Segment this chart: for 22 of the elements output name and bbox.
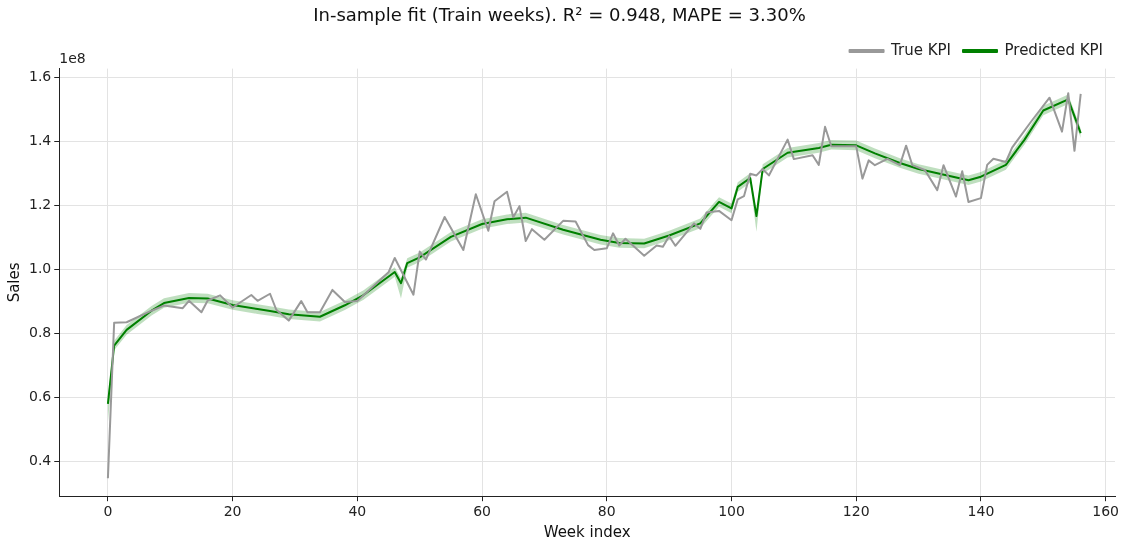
x-tick-label: 120 — [842, 503, 870, 520]
x-tick-label: 80 — [597, 503, 616, 520]
x-tick-label: 60 — [473, 503, 491, 520]
text: 1e8 — [59, 50, 86, 67]
x-tick-label: 140 — [967, 503, 995, 520]
y-tick-label: 1.6 — [29, 67, 52, 84]
y-tick-label: 0.8 — [29, 323, 52, 340]
x-tick-label: 100 — [718, 503, 745, 520]
x-tick-label: 160 — [1092, 503, 1120, 520]
x-tick-label: 0 — [103, 503, 113, 520]
x-tick-label: 40 — [348, 503, 367, 520]
legend-label: Predicted KPI — [1004, 40, 1104, 59]
chart-title: In-sample fit (Train weeks). R² = 0.948, MAPE = 3.30% — [313, 4, 806, 26]
y-tick-label: 0.4 — [29, 451, 52, 468]
x-tick-label: 20 — [223, 503, 242, 520]
legend-label: True KPI — [890, 40, 952, 59]
y-tick-label: 1.2 — [29, 195, 52, 212]
y-tick-label: 1.0 — [29, 259, 52, 276]
y-tick-label: 1.4 — [29, 131, 52, 148]
y-axis-title: Sales — [4, 262, 23, 303]
x-axis-title: Week index — [543, 522, 631, 541]
y-tick-label: 0.6 — [29, 387, 52, 404]
